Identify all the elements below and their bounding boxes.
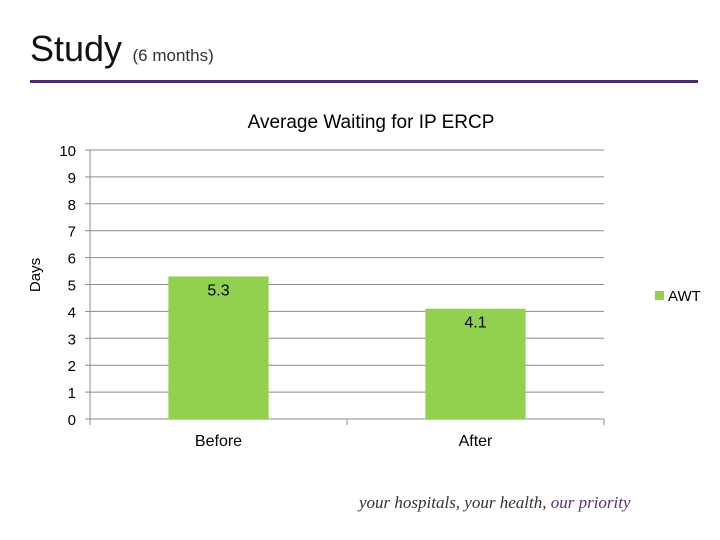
gridlines <box>90 149 604 393</box>
legend-swatch <box>655 291 664 300</box>
y-tick-label: 4 <box>68 304 76 321</box>
x-tick-label: Before <box>195 433 242 450</box>
bar-after <box>425 308 526 419</box>
data-label: 4.1 <box>464 315 486 332</box>
labels: 0 1 2 3 4 5 6 7 8 9 10 5.3 Before 4.1 After <box>59 143 493 450</box>
footer-accent: our priority <box>550 493 631 512</box>
chart-title: Average Waiting for IP ERCP <box>248 112 495 133</box>
data-label: 5.3 <box>207 282 229 299</box>
footer-text: your hospitals, your health, <box>359 493 547 512</box>
title-rule <box>30 80 698 83</box>
y-tick-label: 6 <box>68 251 76 268</box>
legend: AWT <box>655 288 701 305</box>
y-axis-label: Days <box>27 258 44 292</box>
bar-before <box>168 276 269 419</box>
y-tick-label: 10 <box>59 143 76 160</box>
y-tick-label: 7 <box>68 224 76 241</box>
y-tick-label: 8 <box>68 197 76 214</box>
y-tick-label: 0 <box>68 412 76 429</box>
slide-title-main: Study <box>30 28 123 69</box>
axes <box>85 149 605 425</box>
footer-tagline: your hospitals, your health, our priorit… <box>359 493 631 513</box>
slide-title-subtitle: (6 months) <box>132 46 214 65</box>
y-tick-label: 3 <box>68 331 76 348</box>
y-tick-label: 5 <box>68 278 76 295</box>
y-tick-label: 9 <box>68 170 76 187</box>
legend-entry: AWT <box>668 288 701 305</box>
y-tick-label: 1 <box>68 385 76 402</box>
slide-title: Study (6 months) <box>30 28 214 70</box>
x-tick-label: After <box>459 433 493 450</box>
bars <box>168 276 526 419</box>
y-tick-label: 2 <box>68 358 76 375</box>
